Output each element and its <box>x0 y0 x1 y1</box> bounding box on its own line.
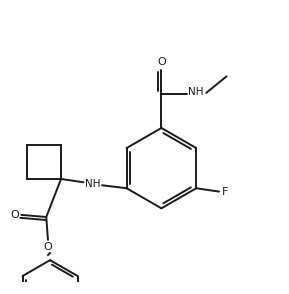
Text: O: O <box>10 210 19 220</box>
Text: NH: NH <box>188 87 204 97</box>
Text: F: F <box>222 187 228 197</box>
Text: O: O <box>157 57 166 67</box>
Text: NH: NH <box>85 179 101 189</box>
Text: O: O <box>44 243 52 253</box>
